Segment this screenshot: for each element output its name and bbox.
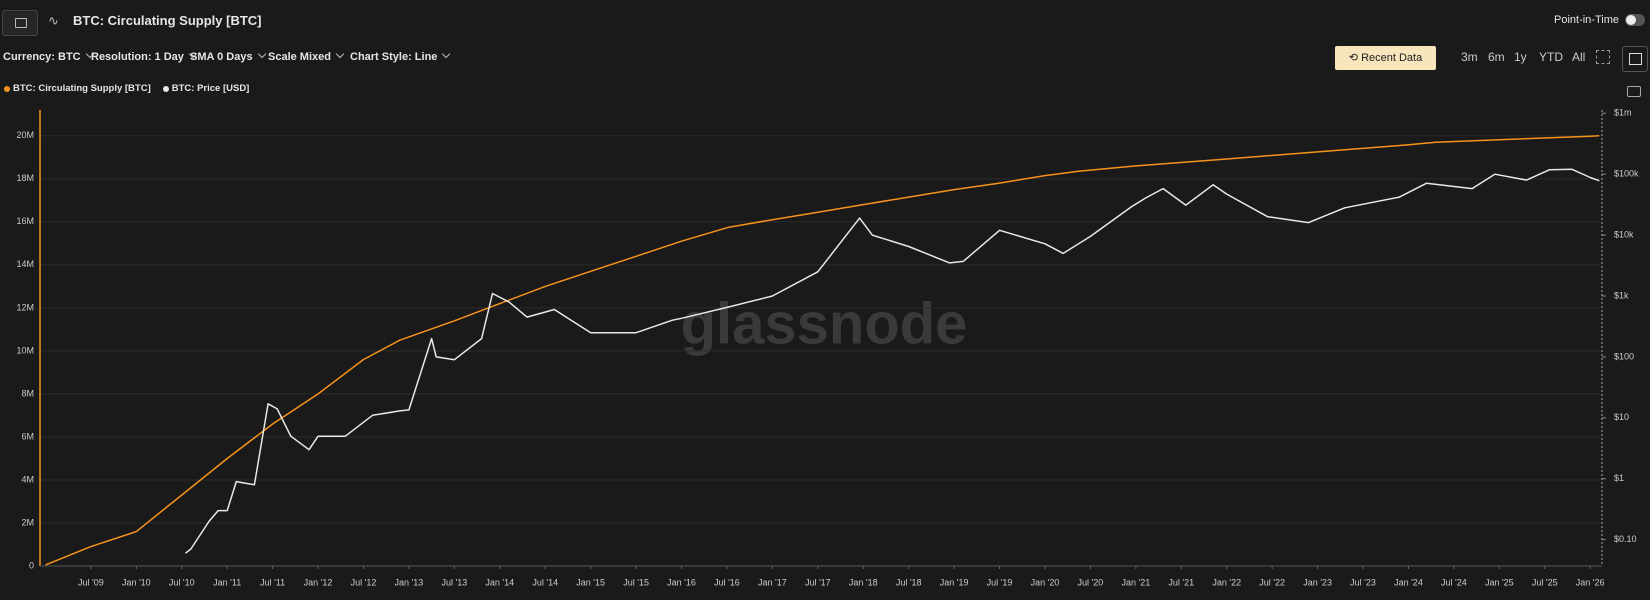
x-tick-label: Jul '23 [1350,577,1376,587]
x-tick-label: Jul '09 [78,577,104,587]
toolbar-option[interactable]: Chart Style: Line [350,51,449,63]
page-title: BTC: Circulating Supply [BTC] [73,13,262,28]
toolbar-option[interactable]: Currency: BTC [3,51,93,63]
calendar-button[interactable] [1622,46,1648,72]
y-tick-label: 16M [16,216,34,226]
x-tick-label: Jul '11 [260,577,285,587]
sidebar-toggle[interactable] [2,10,38,36]
point-in-time-toggle[interactable] [1625,14,1645,26]
x-tick-label: Jan '21 [1121,577,1150,587]
x-tick-label: Jul '19 [987,577,1013,587]
y-tick-label: 20M [16,130,34,140]
y-tick-label: 12M [16,302,34,312]
x-tick-label: Jan '10 [122,577,151,587]
y2-tick-label: $1k [1614,290,1629,300]
x-tick-label: Jan '17 [758,577,787,587]
zoom-button[interactable] [1596,50,1610,64]
series-line [184,168,1600,554]
range-button[interactable]: YTD [1539,50,1563,64]
y-tick-label: 6M [21,431,34,441]
toolbar-option[interactable]: Resolution: 1 Day [91,51,196,63]
toolbar-option[interactable]: SMA 0 Days [190,51,265,63]
point-in-time-label: Point-in-Time [1554,14,1619,26]
x-tick-label: Jan '22 [1212,577,1241,587]
y-tick-label: 18M [16,173,34,183]
y2-tick-label: $0.10 [1614,534,1637,544]
series-line [45,135,1600,566]
y-tick-label: 8M [21,388,34,398]
x-tick-label: Jul '22 [1259,577,1285,587]
x-tick-label: Jan '24 [1394,577,1423,587]
y-tick-label: 0 [29,560,34,570]
x-tick-label: Jul '20 [1078,577,1104,587]
x-tick-label: Jan '25 [1485,577,1514,587]
watermark: glassnode [681,291,968,356]
recent-data-label: Recent Data [1361,52,1423,64]
range-button[interactable]: 6m [1488,50,1505,64]
x-tick-label: Jul '16 [714,577,740,587]
y2-tick-label: $100 [1614,351,1634,361]
legend-marker [4,86,10,92]
metric-icon: ∿ [48,13,59,28]
range-button[interactable]: 1y [1514,50,1527,64]
y2-tick-label: $10k [1614,229,1634,239]
x-tick-label: Jul '21 [1168,577,1194,587]
x-tick-label: Jan '11 [213,577,241,587]
camera-button[interactable] [1627,86,1641,97]
x-tick-label: Jan '19 [940,577,969,587]
y-tick-label: 4M [21,474,34,484]
toolbar-option[interactable]: Scale Mixed [268,51,343,63]
y2-tick-label: $1m [1614,108,1632,118]
x-tick-label: Jan '20 [1031,577,1060,587]
x-tick-label: Jul '17 [805,577,831,587]
range-button[interactable]: 3m [1461,50,1478,64]
x-tick-label: Jul '18 [896,577,922,587]
x-tick-label: Jul '14 [532,577,558,587]
x-tick-label: Jan '23 [1303,577,1332,587]
y-tick-label: 2M [21,517,34,527]
x-tick-label: Jul '12 [351,577,377,587]
y-tick-label: 10M [16,345,34,355]
x-tick-label: Jul '24 [1441,577,1467,587]
x-tick-label: Jan '16 [667,577,696,587]
y-tick-label: 14M [16,259,34,269]
x-tick-label: Jul '15 [623,577,649,587]
legend-label: BTC: Price [USD] [171,83,250,94]
legend-marker [162,86,169,92]
x-tick-label: Jan '26 [1576,577,1605,587]
x-tick-label: Jan '18 [849,577,878,587]
range-button[interactable]: All [1572,50,1586,64]
x-tick-label: Jan '12 [304,577,333,587]
x-tick-label: Jul '13 [441,577,467,587]
recent-data-button[interactable]: ⟲ Recent Data [1335,46,1436,70]
y2-tick-label: $10 [1614,412,1629,422]
y2-tick-label: $1 [1614,473,1624,483]
y2-tick-label: $100k [1614,169,1639,179]
x-tick-label: Jan '14 [485,577,514,587]
x-tick-label: Jul '10 [169,577,195,587]
x-tick-label: Jul '25 [1532,577,1558,587]
legend-label: BTC: Circulating Supply [BTC] [13,83,151,94]
x-tick-label: Jan '15 [576,577,605,587]
x-tick-label: Jan '13 [395,577,424,587]
